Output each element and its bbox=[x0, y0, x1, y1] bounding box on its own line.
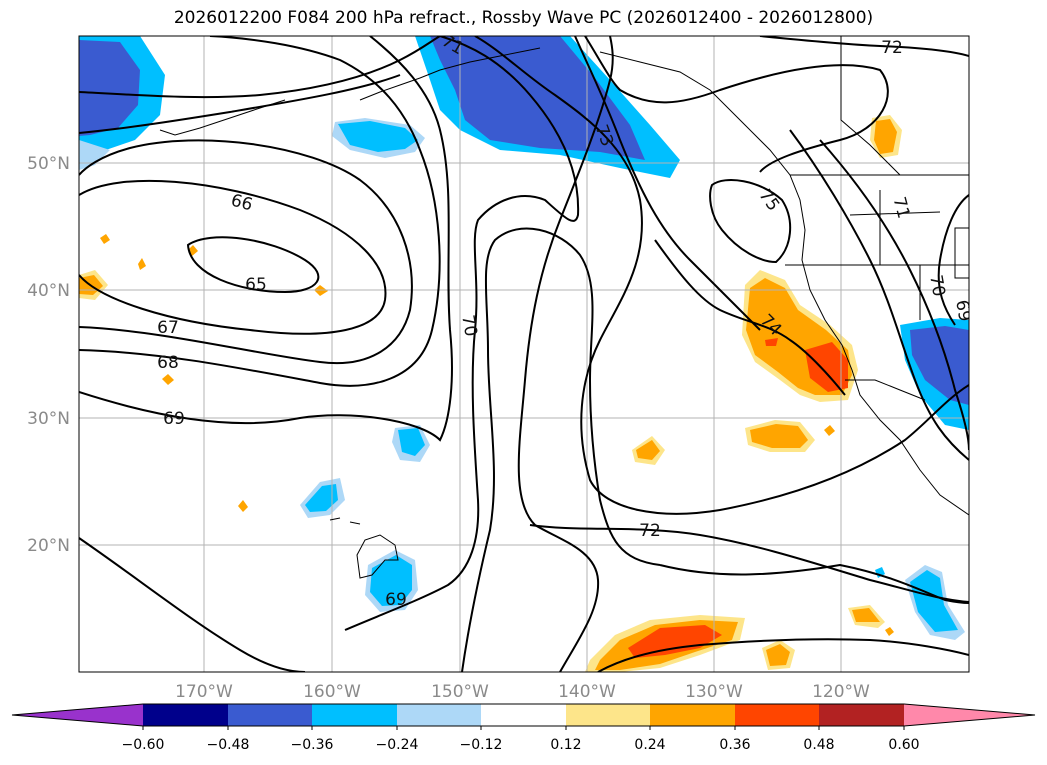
lat-label: 50°N bbox=[27, 154, 70, 174]
contour-label: 70 bbox=[457, 313, 480, 338]
colorbar-tick-label: −0.24 bbox=[376, 737, 419, 753]
negative-anomaly-fills bbox=[79, 36, 969, 640]
contour-69d bbox=[937, 194, 969, 326]
colorbar-tick-label: −0.48 bbox=[207, 737, 250, 753]
colorbar-tick-label: 0.60 bbox=[888, 737, 919, 753]
lon-label: 170°W bbox=[175, 682, 233, 702]
contour-lines bbox=[79, 36, 969, 672]
lon-label: 120°W bbox=[812, 682, 870, 702]
page-title: 2026012200 F084 200 hPa refract., Rossby… bbox=[173, 8, 874, 28]
colorbar-extend-high bbox=[904, 704, 1035, 726]
lat-label: 30°N bbox=[27, 409, 70, 429]
contour-68 bbox=[79, 36, 441, 387]
contour-75 bbox=[709, 179, 792, 264]
contour-label: 72 bbox=[881, 38, 903, 58]
contour-label: 65 bbox=[245, 275, 267, 295]
lon-label: 150°W bbox=[431, 682, 489, 702]
contour-70 bbox=[461, 227, 661, 672]
colorbar-tick-label: 0.12 bbox=[550, 737, 581, 753]
contour-66 bbox=[79, 179, 387, 335]
colorbar-segment bbox=[143, 704, 228, 726]
contour-73 bbox=[574, 36, 761, 331]
colorbar-segment bbox=[735, 704, 819, 726]
contour-72d bbox=[759, 36, 969, 57]
contour-label: 69 bbox=[163, 409, 185, 429]
contour-69 bbox=[79, 36, 453, 442]
colorbar: −0.60 −0.48 −0.36 −0.24 −0.12 0.12 0.24 … bbox=[11, 703, 1036, 753]
map-frame bbox=[78, 35, 970, 673]
contour-label: 72 bbox=[639, 521, 661, 541]
colorbar-segment bbox=[228, 704, 312, 726]
contour-69c bbox=[344, 36, 580, 631]
contour-top-left bbox=[79, 36, 441, 99]
colorbar-tick-label: −0.36 bbox=[291, 737, 334, 753]
latitude-labels: 50°N 40°N 30°N 20°N bbox=[27, 154, 70, 556]
colorbar-extend-low bbox=[12, 704, 143, 726]
contour-71 bbox=[474, 36, 969, 515]
colorbar-segment bbox=[566, 704, 650, 726]
contour-lower-mid bbox=[597, 638, 969, 672]
colorbar-tick-label: 0.48 bbox=[803, 737, 834, 753]
contour-72c bbox=[584, 36, 889, 173]
contour-72b bbox=[529, 524, 969, 603]
contour-label: 70 bbox=[925, 273, 948, 298]
longitude-labels: 170°W 160°W 150°W 140°W 130°W 120°W bbox=[175, 682, 870, 702]
contour-top-left2 bbox=[79, 74, 401, 134]
contour-label: 69 bbox=[385, 590, 407, 610]
colorbar-tick-label: −0.12 bbox=[460, 737, 503, 753]
colorbar-tick-label: 0.24 bbox=[634, 737, 665, 753]
contour-label: 68 bbox=[157, 353, 179, 373]
lat-label: 20°N bbox=[27, 536, 70, 556]
positive-anomaly-fills bbox=[79, 115, 902, 672]
colorbar-segment bbox=[650, 704, 735, 726]
colorbar-segment bbox=[481, 704, 566, 726]
contour-65 bbox=[186, 236, 320, 294]
map-panel: 66 65 67 68 69 70 72 73 75 71 74 69 72 7… bbox=[79, 36, 974, 672]
contour-label: 69 bbox=[951, 298, 974, 323]
colorbar-tick-label: −0.60 bbox=[122, 737, 165, 753]
contour-69b bbox=[79, 537, 306, 672]
lat-label: 40°N bbox=[27, 281, 70, 301]
colorbar-tick-label: 0.36 bbox=[719, 737, 750, 753]
lon-label: 140°W bbox=[558, 682, 616, 702]
contour-70b bbox=[819, 139, 969, 451]
contour-label: 67 bbox=[157, 318, 179, 338]
colorbar-segment bbox=[397, 704, 481, 726]
colorbar-segment bbox=[312, 704, 397, 726]
contour-74 bbox=[654, 239, 846, 396]
lon-label: 130°W bbox=[685, 682, 743, 702]
contour-67 bbox=[79, 139, 413, 365]
contour-71b bbox=[789, 129, 969, 461]
colorbar-segment bbox=[819, 704, 904, 726]
lon-label: 160°W bbox=[303, 682, 361, 702]
contour-lower-right bbox=[659, 563, 969, 604]
map-gridlines bbox=[79, 36, 969, 672]
